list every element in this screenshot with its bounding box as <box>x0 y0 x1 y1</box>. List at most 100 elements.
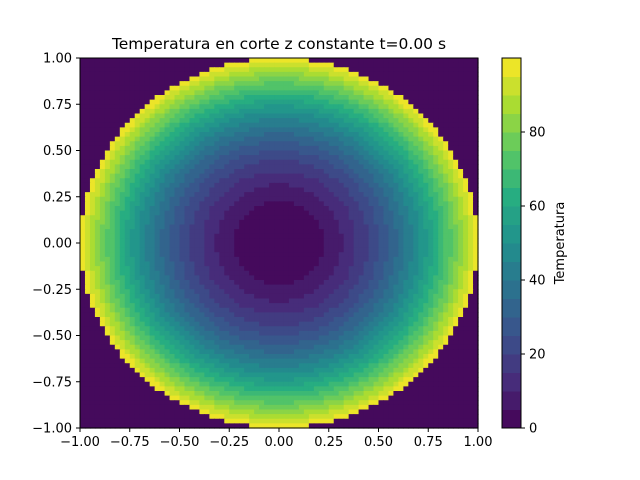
heatmap-cell <box>318 233 325 239</box>
heatmap-cell <box>129 344 136 350</box>
heatmap-cell <box>274 81 280 87</box>
heatmap-cell <box>104 76 111 82</box>
heatmap-cell <box>244 159 250 165</box>
heatmap-cell <box>398 317 404 323</box>
heatmap-cell <box>114 247 121 253</box>
heatmap-cell <box>94 256 101 263</box>
heatmap-cell <box>129 275 136 281</box>
heatmap-cell <box>358 330 365 337</box>
heatmap-cell <box>239 159 245 165</box>
heatmap-cell <box>189 67 196 73</box>
heatmap-cell <box>164 192 171 198</box>
heatmap-cell <box>149 67 156 73</box>
heatmap-cell <box>413 90 419 96</box>
heatmap-cell <box>169 215 176 221</box>
heatmap-cell <box>323 81 330 87</box>
heatmap-cell <box>353 266 360 272</box>
heatmap-cell <box>144 321 151 327</box>
heatmap-cell <box>403 113 409 119</box>
heatmap-cell <box>293 182 300 189</box>
heatmap-cell <box>363 118 370 124</box>
heatmap-cell <box>144 182 151 189</box>
heatmap-cell <box>279 229 285 235</box>
heatmap-cell <box>249 215 255 221</box>
heatmap-cell <box>209 196 215 202</box>
heatmap-cell <box>393 307 399 313</box>
heatmap-cell <box>288 247 295 253</box>
heatmap-cell <box>124 233 131 239</box>
heatmap-cell <box>388 196 395 202</box>
heatmap-cell <box>348 275 355 281</box>
heatmap-cell <box>239 247 245 253</box>
heatmap-cell <box>438 141 444 147</box>
heatmap-cell <box>234 132 240 138</box>
heatmap-cell <box>194 108 200 115</box>
heatmap-cell <box>84 108 91 115</box>
heatmap-cell <box>269 224 275 230</box>
heatmap-cell <box>293 298 300 304</box>
heatmap-cell <box>184 270 191 276</box>
heatmap-cell <box>139 275 146 281</box>
heatmap-cell <box>254 99 260 105</box>
heatmap-cell <box>293 95 300 101</box>
heatmap-cell <box>159 187 166 193</box>
heatmap-cell <box>184 132 191 138</box>
heatmap-cell <box>99 136 106 142</box>
heatmap-cell <box>199 335 205 341</box>
heatmap-cell <box>224 182 230 189</box>
heatmap-cell <box>468 293 474 300</box>
heatmap-cell <box>468 85 474 91</box>
heatmap-cell <box>119 99 126 105</box>
heatmap-cell <box>89 293 96 300</box>
heatmap-cell <box>204 298 210 304</box>
heatmap-cell <box>428 90 434 96</box>
heatmap-cell <box>154 256 161 263</box>
heatmap-cell <box>254 127 260 133</box>
heatmap-cell <box>308 275 315 281</box>
heatmap-cell <box>124 326 131 332</box>
heatmap-cell <box>308 122 315 128</box>
heatmap-cell <box>124 321 131 327</box>
heatmap-cell <box>313 206 320 212</box>
heatmap-cell <box>259 298 265 304</box>
heatmap-cell <box>338 252 345 258</box>
heatmap-cell <box>463 298 469 304</box>
heatmap-cell <box>313 266 320 272</box>
heatmap-cell <box>129 289 136 295</box>
heatmap-cell <box>403 243 409 249</box>
heatmap-cell <box>254 141 260 147</box>
heatmap-cell <box>393 99 399 105</box>
heatmap-cell <box>383 196 390 202</box>
heatmap-cell <box>174 113 181 119</box>
heatmap-cell <box>164 284 171 290</box>
heatmap-cell <box>204 85 210 91</box>
heatmap-cell <box>298 113 305 119</box>
heatmap-cell <box>269 159 275 165</box>
heatmap-cell <box>279 108 285 115</box>
heatmap-cell <box>438 303 444 309</box>
heatmap-cell <box>144 252 151 258</box>
heatmap-cell <box>219 141 225 147</box>
heatmap-cell <box>94 182 101 189</box>
heatmap-cell <box>84 210 91 216</box>
heatmap-cell <box>313 247 320 253</box>
heatmap-cell <box>413 270 419 276</box>
heatmap-cell <box>373 335 380 341</box>
heatmap-cell <box>149 233 156 239</box>
heatmap-cell <box>84 238 91 244</box>
heatmap-cell <box>393 284 399 290</box>
heatmap-cell <box>264 187 270 193</box>
heatmap-cell <box>393 173 399 179</box>
heatmap-cell <box>244 150 250 156</box>
heatmap-cell <box>373 326 380 332</box>
heatmap-cell <box>164 317 171 323</box>
heatmap-cell <box>164 261 171 267</box>
heatmap-cell <box>80 243 86 249</box>
heatmap-cell <box>328 293 335 300</box>
heatmap-cell <box>283 132 290 138</box>
heatmap-cell <box>318 136 325 142</box>
heatmap-cell <box>378 340 385 346</box>
heatmap-cell <box>259 192 265 198</box>
heatmap-cell <box>433 76 439 82</box>
heatmap-cell <box>174 275 181 281</box>
